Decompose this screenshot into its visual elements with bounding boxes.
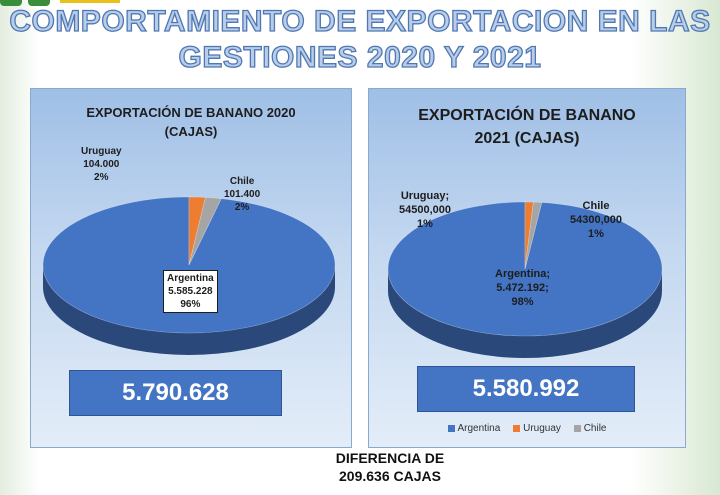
label-name: Chile xyxy=(582,200,610,212)
difference-line2: 209.636 CAJAS xyxy=(339,468,441,484)
pie-side xyxy=(388,269,662,358)
label-name: Uruguay xyxy=(81,146,122,157)
label-value: 101.400 xyxy=(224,189,261,200)
data-label-argentina-2021: Argentina; 5.472.192; 98% xyxy=(495,267,550,309)
data-label-uruguay-2020: Uruguay 104.000 2% xyxy=(81,145,122,184)
pie-slice-uruguay xyxy=(188,196,206,266)
label-name: Argentina xyxy=(167,273,214,284)
pie-slice-argentina xyxy=(387,201,663,337)
legend-item-uruguay: Uruguay xyxy=(513,423,561,434)
label-value: 54500,000 xyxy=(399,204,451,216)
chart-title-2021-line1: EXPORTACIÓN DE BANANO xyxy=(418,107,636,124)
page-title-line2: GESTIONES 2020 Y 2021 xyxy=(178,40,542,74)
chart-legend-2021: Argentina Uruguay Chile xyxy=(369,423,685,434)
data-label-argentina-2020: Argentina 5.585.228 96% xyxy=(163,270,218,313)
legend-item-argentina: Argentina xyxy=(447,423,501,434)
data-label-uruguay-2021: Uruguay; 54500,000 1% xyxy=(399,189,451,231)
label-value: 5.585.228 xyxy=(168,286,213,297)
pie-chart-2021 xyxy=(387,201,663,358)
legend-label-uruguay: Uruguay xyxy=(523,423,561,434)
total-box-2021: 5.580.992 xyxy=(417,366,635,412)
data-label-chile-2021: Chile 54300,000 1% xyxy=(570,199,622,241)
label-name: Chile xyxy=(229,176,255,187)
label-percent: 96% xyxy=(180,299,201,310)
page-title-line1: COMPORTAMIENTO DE EXPORTACION EN LAS xyxy=(9,4,711,38)
chart-panel-2021: EXPORTACIÓN DE BANANO 2021 (CAJAS) Urugu… xyxy=(368,88,686,448)
legend-item-chile: Chile xyxy=(573,423,607,434)
chart-title-2021: EXPORTACIÓN DE BANANO 2021 (CAJAS) xyxy=(369,104,685,150)
legend-label-chile: Chile xyxy=(583,423,607,434)
label-percent: 2% xyxy=(94,172,109,183)
pie-slice-chile xyxy=(188,197,222,266)
total-box-2020: 5.790.628 xyxy=(69,370,282,416)
difference-line1: DIFERENCIA DE xyxy=(335,450,445,466)
label-percent: 1% xyxy=(417,218,433,230)
page-title: COMPORTAMIENTO DE EXPORTACION EN LAS GES… xyxy=(0,4,720,76)
data-label-chile-2020: Chile 101.400 2% xyxy=(224,175,260,214)
logo-strip xyxy=(0,0,130,8)
label-name: Argentina; xyxy=(495,268,550,280)
pie-slice-uruguay xyxy=(524,201,534,270)
chart-title-2020-line2: (CAJAS) xyxy=(164,124,218,139)
difference-text: DIFERENCIA DE 209.636 CAJAS xyxy=(300,449,480,485)
pie-side xyxy=(43,265,335,355)
label-percent: 1% xyxy=(588,228,604,240)
chart-title-2021-line2: 2021 (CAJAS) xyxy=(474,130,580,147)
pie-slice-chile xyxy=(524,201,543,270)
chart-title-2020-line1: EXPORTACIÓN DE BANANO 2020 xyxy=(86,105,296,120)
label-value: 54300,000 xyxy=(570,214,622,226)
chart-panel-2020: EXPORTACIÓN DE BANANO 2020 (CAJAS) Urugu… xyxy=(30,88,352,448)
legend-label-argentina: Argentina xyxy=(457,423,501,434)
chart-title-2020: EXPORTACIÓN DE BANANO 2020 (CAJAS) xyxy=(31,103,351,141)
label-name: Uruguay; xyxy=(400,190,450,202)
label-percent: 2% xyxy=(234,202,250,213)
label-value: 5.472.192; xyxy=(496,282,549,294)
label-value: 104.000 xyxy=(83,159,120,170)
label-percent: 98% xyxy=(511,296,534,308)
pie-slice-argentina xyxy=(42,196,336,334)
pie-chart-2020 xyxy=(42,196,336,355)
